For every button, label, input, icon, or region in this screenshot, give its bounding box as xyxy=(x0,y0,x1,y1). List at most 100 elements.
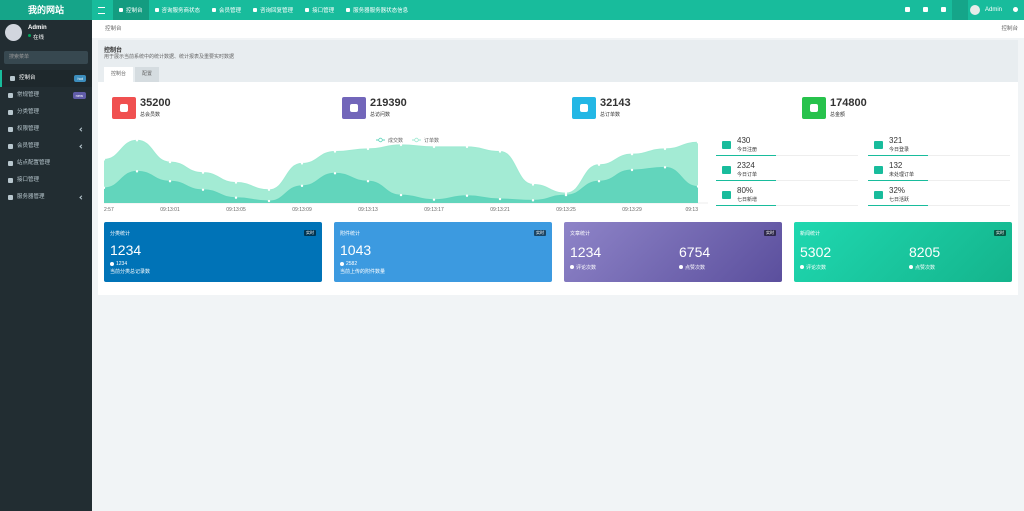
nav-tab-label[interactable]: 接口管理 xyxy=(312,8,335,14)
nav-tab-label[interactable]: 服务器服务器状态信息 xyxy=(353,8,409,14)
nav-tab[interactable]: 控制台 xyxy=(113,0,149,20)
card-value: 6754 xyxy=(679,244,711,260)
mini-bar xyxy=(868,205,1010,206)
chart: 2:57 09:13:01 09:13:05 09:13:09 09:13:13 09:1… xyxy=(104,137,708,213)
x-tick-label: 09:13:21 xyxy=(490,207,510,213)
menu-label[interactable]: 接口管理 xyxy=(17,177,40,183)
menu-item[interactable]: 常规管理 new xyxy=(0,87,92,104)
panel-tab[interactable]: 控制台 xyxy=(104,67,134,82)
menu-item[interactable]: 接口管理 xyxy=(0,172,92,189)
menu-item[interactable]: 分类管理 xyxy=(0,104,92,121)
point xyxy=(531,199,535,202)
point xyxy=(104,186,106,190)
nav-tab-label[interactable]: 咨询回复管理 xyxy=(260,8,294,14)
point xyxy=(300,162,304,165)
menu-badge: hot xyxy=(74,75,86,82)
header-icon[interactable] xyxy=(923,7,928,12)
point xyxy=(168,160,172,164)
panel-tabs: 控制台 配置 xyxy=(104,67,161,82)
mini-bar-fill xyxy=(868,180,928,181)
nav-tab[interactable]: 服务器服务器状态信息 xyxy=(340,0,414,20)
mini-value: 132 xyxy=(889,161,903,170)
point xyxy=(432,198,436,201)
menu-label[interactable]: 站点配置管理 xyxy=(17,160,51,166)
point xyxy=(564,193,568,197)
stat-value: 219390 xyxy=(370,97,407,109)
menu-item[interactable]: 控制台 hot xyxy=(0,70,92,87)
menu-label[interactable]: 权限管理 xyxy=(17,126,40,132)
header-icon[interactable] xyxy=(941,7,946,12)
avatar[interactable] xyxy=(970,5,980,15)
stat-icon-glyph xyxy=(120,104,128,112)
mini-label: 今日注册 xyxy=(737,147,758,153)
stat-label: 总会员数 xyxy=(140,112,161,118)
card-icon xyxy=(679,265,683,269)
menu-icon xyxy=(8,110,13,115)
nav-icon xyxy=(253,8,258,12)
stat-label: 总订单数 xyxy=(600,112,621,118)
menu-item[interactable]: 站点配置管理 xyxy=(0,155,92,172)
menu-label[interactable]: 控制台 xyxy=(19,75,36,81)
mini-bar xyxy=(716,155,858,156)
top-header: 我的网站 控制台 咨询服务商状态 会员管理 咨询回复管理 接口管理 服务器服务器状态信息 … xyxy=(0,0,1024,20)
menu-label[interactable]: 常规管理 xyxy=(17,92,40,98)
point xyxy=(564,191,568,195)
panel-tab[interactable]: 配置 xyxy=(135,67,160,82)
mini-icon xyxy=(722,191,731,199)
menu-item[interactable]: 服务器管理 xyxy=(0,189,92,206)
stat-icon-glyph xyxy=(350,104,358,112)
breadcrumb-current[interactable]: 控制台 xyxy=(105,26,122,32)
nav-tab-label[interactable]: 控制台 xyxy=(126,8,143,14)
point xyxy=(630,168,634,172)
nav-tab-label[interactable]: 会员管理 xyxy=(219,8,242,14)
card-icon xyxy=(909,265,913,269)
card-title: 文章统计 xyxy=(570,231,591,237)
menu-toggle[interactable] xyxy=(98,6,105,14)
header-icon[interactable] xyxy=(1013,7,1018,12)
legend-label: 订单数 xyxy=(424,137,439,144)
point xyxy=(300,184,304,188)
sidebar-status: 在线 xyxy=(33,35,45,41)
nav-tab[interactable]: 咨询服务商状态 xyxy=(149,0,207,20)
header-icon[interactable] xyxy=(952,0,968,20)
mini-icon xyxy=(874,141,883,149)
menu-label[interactable]: 分类管理 xyxy=(17,109,40,115)
stat-card: 新闻统计 实时 5302 评论次数 8205 点赞次数 xyxy=(794,222,1012,282)
user-name[interactable]: Admin xyxy=(985,7,1003,13)
nav-icon xyxy=(119,8,123,12)
point xyxy=(333,150,337,153)
point xyxy=(135,170,139,173)
mini-value: 32% xyxy=(889,186,906,195)
stat-value: 35200 xyxy=(140,97,171,109)
card-title: 新闻统计 xyxy=(800,231,821,237)
header-icon[interactable] xyxy=(905,7,910,12)
x-tick-label: 09:13:29 xyxy=(622,207,642,213)
menu-label[interactable]: 服务器管理 xyxy=(17,194,45,200)
nav-tab[interactable]: 会员管理 xyxy=(206,0,247,20)
logo[interactable]: 我的网站 xyxy=(0,0,92,20)
breadcrumb-right[interactable]: 控制台 xyxy=(1001,26,1018,32)
card-label: 评论次数 xyxy=(576,265,597,271)
point xyxy=(531,183,535,186)
stat-card: 附件统计 实时 1043 2582 当前上传的附件数量 xyxy=(334,222,552,282)
menu-item[interactable]: 会员管理 xyxy=(0,138,92,155)
mini-bar-fill xyxy=(716,205,776,206)
point xyxy=(630,152,634,156)
nav-tab[interactable]: 咨询回复管理 xyxy=(247,0,299,20)
menu-item[interactable]: 权限管理 xyxy=(0,121,92,138)
nav-tab[interactable]: 接口管理 xyxy=(299,0,340,20)
point xyxy=(104,158,106,161)
point xyxy=(498,150,502,153)
stat-value: 174800 xyxy=(830,97,867,109)
menu-label[interactable]: 会员管理 xyxy=(17,143,40,149)
panel-title: 控制台 xyxy=(104,48,123,54)
nav-icon xyxy=(346,8,351,12)
menu-icon xyxy=(8,144,13,149)
search-box[interactable]: 搜索菜单 xyxy=(4,51,88,64)
nav-tab-label[interactable]: 咨询服务商状态 xyxy=(161,8,201,14)
stat-label: 总访问数 xyxy=(370,112,391,118)
card-badge: 实时 xyxy=(534,230,546,236)
point xyxy=(663,166,667,169)
x-tick-label: 09:13:09 xyxy=(292,207,312,213)
